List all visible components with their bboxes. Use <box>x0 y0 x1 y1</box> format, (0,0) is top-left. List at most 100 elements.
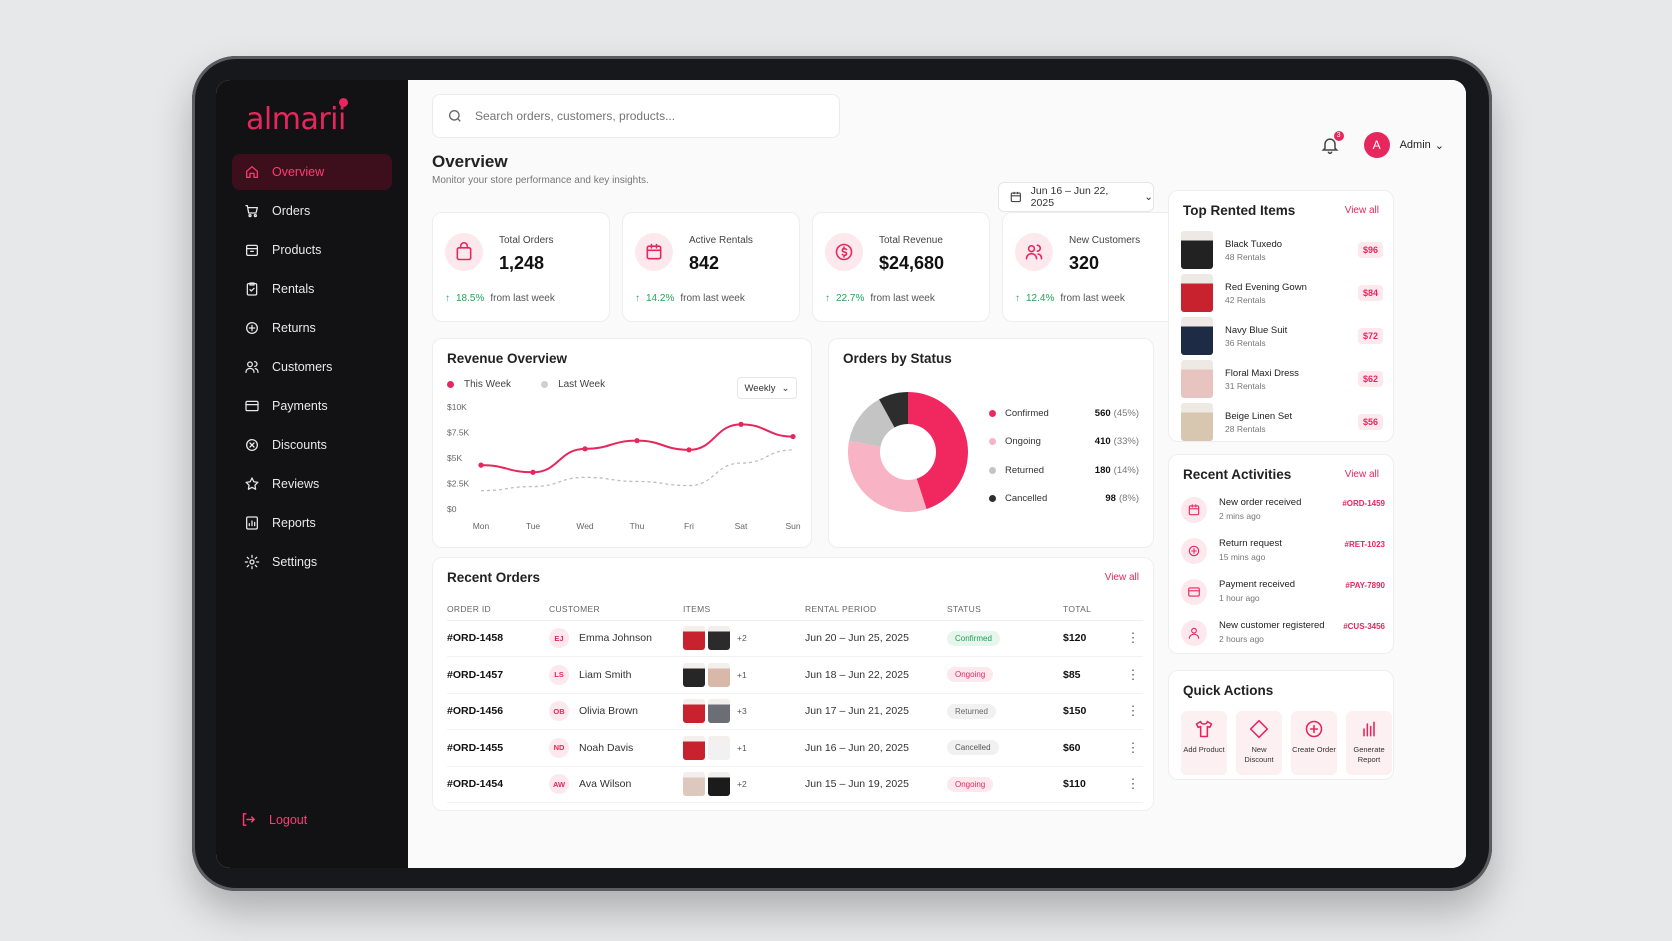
table-row[interactable]: #ORD-1458 EJ Emma Johnson +2 Jun 20 – Jun… <box>447 620 1143 657</box>
avatar[interactable]: A <box>1363 132 1390 158</box>
activity-ref[interactable]: #CUS-3456 <box>1343 622 1385 631</box>
customer-name: Ava Wilson <box>579 778 632 791</box>
activity-item[interactable]: Payment received 1 hour ago #PAY-7890 <box>1181 579 1385 615</box>
order-id[interactable]: #ORD-1457 <box>447 656 549 694</box>
column-header: TOTAL <box>1063 598 1123 621</box>
dollar-icon <box>835 243 853 261</box>
order-id[interactable]: #ORD-1454 <box>447 766 549 803</box>
items-more: +3 <box>737 706 747 717</box>
quick-actions-card: Quick Actions Add Product New Discount Cre… <box>1168 670 1394 780</box>
plus-circle-icon <box>1305 720 1323 738</box>
sidebar-item-discounts[interactable]: Discounts <box>232 427 392 463</box>
items-cell: +1 <box>683 656 805 694</box>
quick-action-label: New Discount <box>1244 745 1274 764</box>
more-options-icon[interactable]: ⋮ <box>1123 620 1143 657</box>
top-rented-item[interactable]: Navy Blue Suit 36 Rentals $72 <box>1181 317 1383 355</box>
card-icon <box>245 400 259 412</box>
return-icon <box>1188 545 1200 557</box>
table-row[interactable]: #ORD-1454 AW Ava Wilson +2 Jun 15 – Jun 1… <box>447 766 1143 803</box>
x-tick-label: Sat <box>735 521 748 531</box>
sidebar-item-settings[interactable]: Settings <box>232 544 392 580</box>
column-header: CUSTOMER <box>549 598 683 621</box>
x-tick-label: Mon <box>473 521 490 531</box>
date-range-picker[interactable]: Jun 16 – Jun 22, 2025 ⌄ <box>998 182 1154 212</box>
quick-action-generate-report[interactable]: Generate Report <box>1346 711 1392 775</box>
period-select[interactable]: Weekly ⌄ <box>737 377 797 399</box>
more-options-icon[interactable]: ⋮ <box>1123 766 1143 803</box>
top-rented-item[interactable]: Floral Maxi Dress 31 Rentals $62 <box>1181 360 1383 398</box>
table-row[interactable]: #ORD-1456 OB Olivia Brown +3 Jun 17 – Jun… <box>447 693 1143 730</box>
stat-change: ↑ 18.5% from last week <box>445 293 555 304</box>
order-id[interactable]: #ORD-1456 <box>447 693 549 730</box>
user-menu[interactable]: Admin ⌄ <box>1400 139 1444 152</box>
change-suffix: from last week <box>680 293 745 304</box>
change-percent: 14.2% <box>646 293 675 304</box>
date-range-label: Jun 16 – Jun 22, 2025 <box>1030 185 1109 209</box>
status-count: 410 <box>1094 436 1111 448</box>
top-rented-item[interactable]: Black Tuxedo 48 Rentals $96 <box>1181 231 1383 269</box>
sidebar-item-overview[interactable]: Overview <box>232 154 392 190</box>
activity-icon-wrap <box>1181 497 1207 523</box>
top-rented-item[interactable]: Red Evening Gown 42 Rentals $84 <box>1181 274 1383 312</box>
sidebar-item-orders[interactable]: Orders <box>232 193 392 229</box>
sidebar-item-returns[interactable]: Returns <box>232 310 392 346</box>
activities-view-all-link[interactable]: View all <box>1344 469 1379 480</box>
more-options-icon[interactable]: ⋮ <box>1123 729 1143 767</box>
more-options-icon[interactable]: ⋮ <box>1123 693 1143 730</box>
stat-icon-wrap <box>825 233 863 271</box>
search-input[interactable] <box>475 109 805 123</box>
column-header: ITEMS <box>683 598 805 621</box>
chevron-down-icon: ⌄ <box>1144 191 1153 203</box>
activity-item[interactable]: New order received 2 mins ago #ORD-1459 <box>1181 497 1385 533</box>
stat-label: Total Revenue <box>879 235 943 246</box>
product-rentals: 28 Rentals <box>1225 423 1266 434</box>
order-id[interactable]: #ORD-1458 <box>447 620 549 657</box>
sidebar-item-products[interactable]: Products <box>232 232 392 268</box>
stat-card-total-orders: Total Orders 1,248 ↑ 18.5% from last week <box>432 212 610 322</box>
table-row[interactable]: #ORD-1455 ND Noah Davis +1 Jun 16 – Jun 2… <box>447 729 1143 767</box>
notifications-button[interactable]: 3 <box>1320 131 1344 155</box>
order-total: $60 <box>1063 729 1123 767</box>
order-total: $120 <box>1063 620 1123 657</box>
logout-button[interactable]: Logout <box>240 811 307 828</box>
product-thumbnail <box>1181 231 1213 269</box>
stat-icon-wrap <box>1015 233 1053 271</box>
sidebar-item-customers[interactable]: Customers <box>232 349 392 385</box>
quick-action-create-order[interactable]: Create Order <box>1291 711 1337 775</box>
sidebar: almarii Overview Orders Products Rentals Ret… <box>216 80 408 868</box>
activity-ref[interactable]: #ORD-1459 <box>1342 499 1385 508</box>
activity-ref[interactable]: #RET-1023 <box>1344 540 1385 549</box>
top-rented-view-all-link[interactable]: View all <box>1344 205 1379 216</box>
brand-logo[interactable]: almarii <box>246 98 348 137</box>
orders-view-all-link[interactable]: View all <box>1104 572 1139 583</box>
sidebar-item-reviews[interactable]: Reviews <box>232 466 392 502</box>
donut-slice-returned <box>849 399 895 447</box>
quick-action-add-product[interactable]: Add Product <box>1181 711 1227 775</box>
quick-action-new-discount[interactable]: New Discount <box>1236 711 1282 775</box>
item-thumbnail <box>708 626 730 651</box>
x-tick-label: Thu <box>630 521 645 531</box>
sidebar-item-label: Customers <box>272 360 333 374</box>
activity-item[interactable]: New customer registered 2 hours ago #CUS… <box>1181 620 1385 656</box>
table-row[interactable]: #ORD-1457 LS Liam Smith +1 Jun 18 – Jun 2… <box>447 656 1143 694</box>
status-row-returned: Returned 180 (14%) <box>989 456 1139 485</box>
activity-ref[interactable]: #PAY-7890 <box>1345 581 1385 590</box>
stats-row: Total Orders 1,248 ↑ 18.5% from last week … <box>432 212 1180 322</box>
top-rented-item[interactable]: Beige Linen Set 28 Rentals $56 <box>1181 403 1383 441</box>
product-name: Navy Blue Suit <box>1225 324 1288 336</box>
sidebar-item-label: Reviews <box>272 477 320 491</box>
data-point <box>530 469 536 475</box>
order-total: $150 <box>1063 693 1123 730</box>
sidebar-item-rentals[interactable]: Rentals <box>232 271 392 307</box>
revenue-line-chart: $10K $7.5K $5K $2.5K $0 Mon Tue Wed Thu Fri Sat Sun <box>447 402 801 531</box>
activity-item[interactable]: Return request 15 mins ago #RET-1023 <box>1181 538 1385 574</box>
sidebar-item-reports[interactable]: Reports <box>232 505 392 541</box>
chevron-down-icon: ⌄ <box>1434 139 1444 152</box>
sidebar-item-payments[interactable]: Payments <box>232 388 392 424</box>
data-point <box>478 462 484 468</box>
period-value: Weekly <box>744 382 776 394</box>
search-bar[interactable] <box>432 94 840 138</box>
more-options-icon[interactable]: ⋮ <box>1123 656 1143 694</box>
change-suffix: from last week <box>1060 293 1125 304</box>
order-id[interactable]: #ORD-1455 <box>447 729 549 767</box>
